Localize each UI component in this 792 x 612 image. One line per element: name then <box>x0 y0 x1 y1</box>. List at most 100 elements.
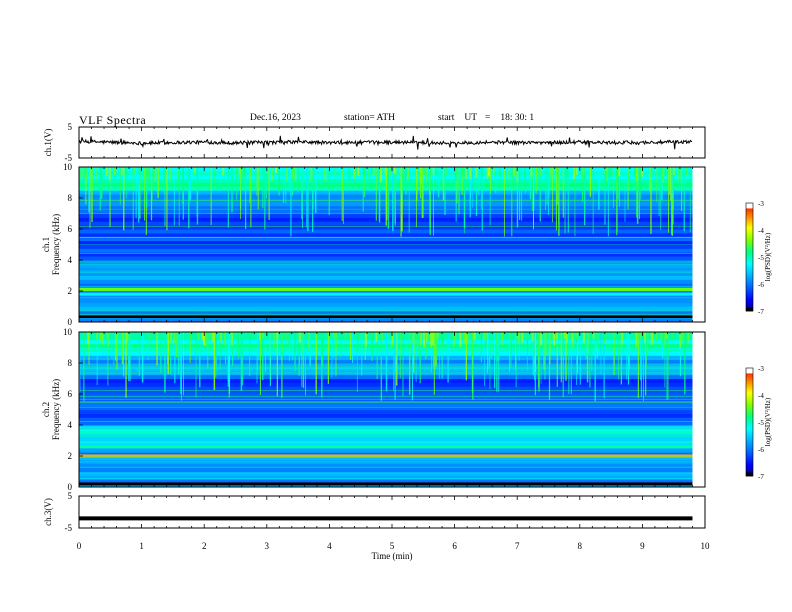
speckle <box>426 167 429 181</box>
colorbar-swatch <box>746 294 753 297</box>
colorbar-swatch <box>746 267 753 270</box>
speckle <box>153 167 156 178</box>
colorbar-swatch <box>746 368 753 371</box>
speckle <box>147 167 150 182</box>
speckle <box>298 332 301 343</box>
speckle <box>523 167 526 179</box>
spectrogram-row <box>79 310 693 315</box>
spectrogram-band <box>79 445 693 449</box>
speckle <box>483 332 486 341</box>
speckle <box>661 332 664 344</box>
spectrogram-row <box>79 263 693 269</box>
speckle <box>244 167 247 180</box>
colorbar-swatch <box>746 284 753 287</box>
colorbar-swatch <box>746 454 753 457</box>
speckle <box>375 332 378 342</box>
speckle <box>238 167 241 174</box>
speckle <box>662 167 665 180</box>
speckle <box>258 332 261 341</box>
speckle <box>459 332 462 347</box>
speckle <box>607 167 610 177</box>
speckle <box>95 167 98 180</box>
speckle <box>540 332 543 346</box>
speckle <box>462 332 465 341</box>
speckle <box>634 167 637 178</box>
colorbar-swatch <box>746 208 753 211</box>
colorbar-swatch <box>746 422 753 425</box>
colorbar-swatch <box>746 378 753 381</box>
speckle <box>510 332 513 343</box>
spectrogram-row <box>79 475 693 480</box>
ut-label: UT <box>464 113 478 123</box>
x-tick-label: 4 <box>327 541 332 551</box>
spectrogram-row <box>79 359 693 364</box>
speckle <box>203 332 206 345</box>
speckle <box>284 332 287 342</box>
speckle <box>412 332 415 344</box>
speckle <box>596 332 599 345</box>
spectrogram-row <box>79 417 693 422</box>
speckle <box>452 332 455 339</box>
speckle <box>395 167 398 177</box>
speckle <box>211 332 214 342</box>
ch2-ytick-label: 2 <box>68 451 73 461</box>
colorbar-swatch <box>746 369 753 372</box>
speckle <box>498 167 501 178</box>
speckle <box>285 167 288 182</box>
spectrogram-row <box>79 405 693 410</box>
start-time-group: start UT = 18: 30: 1 <box>438 113 534 123</box>
colorbar-swatch <box>746 474 753 477</box>
colorbar-swatch <box>746 258 753 261</box>
speckle <box>592 332 595 339</box>
speckle <box>655 332 658 342</box>
colorbar-swatch <box>746 309 753 312</box>
x-tick-label: 0 <box>77 541 82 551</box>
ch2-spectrogram <box>78 332 693 488</box>
spectrogram-row <box>79 244 693 249</box>
speckle <box>555 332 558 339</box>
speckle <box>419 167 422 183</box>
speckle <box>513 167 516 177</box>
spectrogram-row <box>79 479 693 484</box>
colorbar-swatch <box>746 266 753 269</box>
speckle <box>108 167 111 181</box>
speckle <box>511 167 514 180</box>
speckle <box>287 332 290 348</box>
speckle <box>169 167 172 181</box>
speckle <box>209 332 212 340</box>
speckle <box>431 332 434 346</box>
colorbar-swatch <box>746 300 753 303</box>
colorbar-swatch <box>746 264 753 267</box>
ch3-ytick-label: -5 <box>65 523 73 533</box>
spectrogram-row <box>79 229 693 234</box>
speckle <box>262 332 265 339</box>
speckle <box>641 167 644 178</box>
spectrogram-band <box>79 482 693 486</box>
ch2-ytick-label: 8 <box>68 358 73 368</box>
colorbar-swatch <box>746 206 753 209</box>
speckle <box>365 332 368 347</box>
colorbar-swatch <box>746 280 753 283</box>
colorbar-swatch <box>746 240 753 243</box>
speckle <box>419 332 422 346</box>
speckle <box>679 167 682 180</box>
colorbar-swatch <box>746 413 753 416</box>
speckle <box>441 332 444 348</box>
colorbar-swatch <box>746 222 753 225</box>
colorbar-swatch <box>746 253 753 256</box>
spectrogram-row <box>79 335 693 341</box>
colorbar-swatch <box>746 459 753 462</box>
colorbar-tick-label: -7 <box>758 308 764 316</box>
spectrogram-row <box>79 421 693 426</box>
speckle <box>635 332 638 348</box>
speckle <box>496 332 499 346</box>
colorbar-swatch <box>746 380 753 383</box>
spectrogram-row <box>79 425 693 430</box>
speckle <box>293 167 296 183</box>
ch1-ytick-label: 5 <box>68 122 73 132</box>
ch3-ylabel: ch.3(V) <box>43 498 53 526</box>
colorbar-swatch <box>746 246 753 249</box>
speckle <box>101 332 104 345</box>
speckle <box>526 332 529 341</box>
speckle <box>665 332 668 339</box>
